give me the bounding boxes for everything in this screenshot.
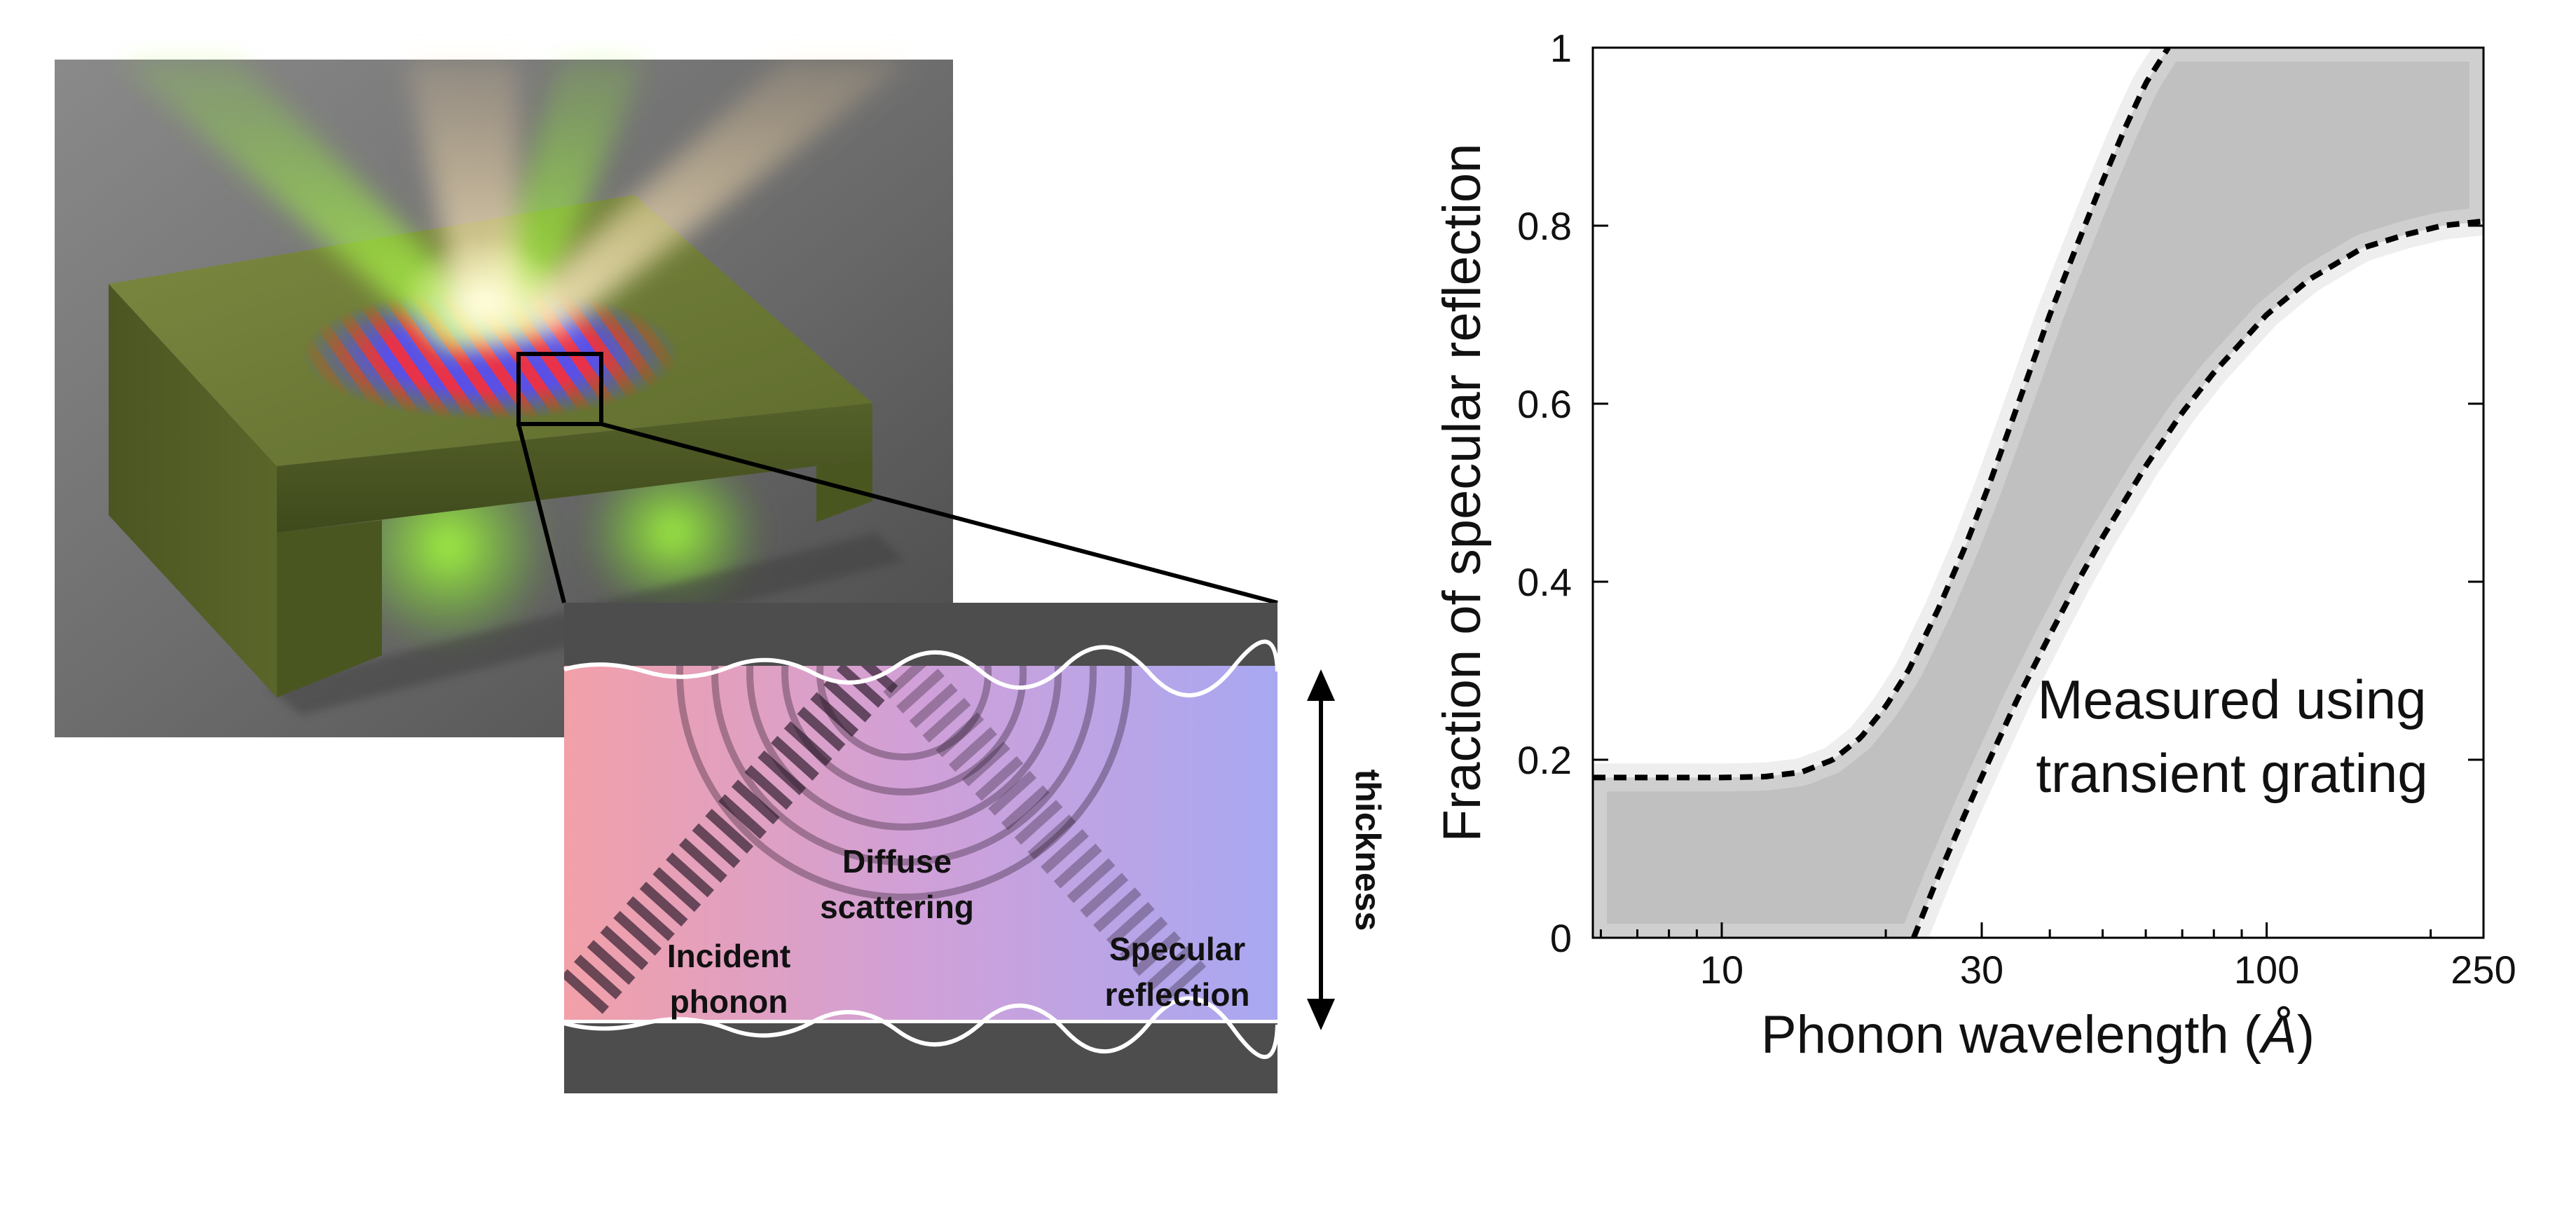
reflected-phonon-beam <box>883 666 1207 1004</box>
incident-label-line2: phonon <box>670 983 788 1020</box>
incident-phonon-beam <box>564 666 903 1014</box>
specular-label-line1: Specular <box>1109 931 1245 967</box>
membrane-illustration <box>55 60 1278 737</box>
uncertainty-band <box>1593 48 2483 938</box>
annotation-line2: transient grating <box>2036 742 2427 804</box>
cross-section-inset: Incident phonon Diffuse scattering Specu… <box>563 603 1388 1093</box>
x-axis-label: Phonon wavelength (Å) <box>1761 1005 2315 1065</box>
y-tick-label: 0.6 <box>1517 382 1572 426</box>
diffuse-label-line2: scattering <box>820 889 974 925</box>
x-tick-label: 30 <box>1960 948 2003 992</box>
inset-bottom-border <box>564 1023 1277 1093</box>
y-tick-label: 0.8 <box>1517 204 1572 248</box>
zoom-line-right <box>601 422 1278 605</box>
inset-bottom-surface <box>563 996 1280 1059</box>
lower-bound-curve <box>1911 218 2483 938</box>
membrane-right-support <box>816 459 872 522</box>
x-tick-label: 10 <box>1700 948 1743 992</box>
upper-bound-curve <box>1593 48 2171 781</box>
inset-top-surface <box>563 639 1280 698</box>
y-tick-label: 0.2 <box>1517 738 1572 782</box>
plot-area <box>1593 48 2483 938</box>
x-tick-label: 250 <box>2451 948 2516 992</box>
zoom-line-left <box>516 423 566 603</box>
chart: 10 30 100 250 0 0.2 0.4 0.6 0.8 1 Phonon wavelen… <box>1432 26 2516 1065</box>
membrane-front-face <box>277 403 872 533</box>
y-axis-ticks: 0 0.2 0.4 0.6 0.8 1 <box>1517 26 2483 960</box>
band-halo <box>1593 48 2483 938</box>
x-axis-ticks: 10 30 100 250 <box>1599 922 2516 992</box>
incident-label-line1: Incident <box>667 938 790 974</box>
thickness-label: thickness <box>1348 770 1388 931</box>
x-tick-label: 100 <box>2234 948 2299 992</box>
y-axis-label: Fraction of specular reflection <box>1432 144 1492 842</box>
membrane-left-support-face <box>277 520 382 697</box>
y-tick-label: 0.4 <box>1517 560 1572 604</box>
beam-focus-glow <box>399 238 568 364</box>
y-tick-label: 0 <box>1550 916 1572 960</box>
plot-frame <box>1591 46 2485 939</box>
annotation-line1: Measured using <box>2038 669 2427 730</box>
diffracted-beam <box>505 60 911 336</box>
diffuse-label-line1: Diffuse <box>842 843 952 880</box>
specular-label-line2: reflection <box>1104 976 1249 1013</box>
membrane-left-support-front <box>109 284 277 697</box>
y-tick-label: 1 <box>1550 26 1572 70</box>
inset-top-border <box>564 603 1277 669</box>
zoom-region-box <box>516 352 603 426</box>
thickness-arrow <box>1307 669 1335 1030</box>
